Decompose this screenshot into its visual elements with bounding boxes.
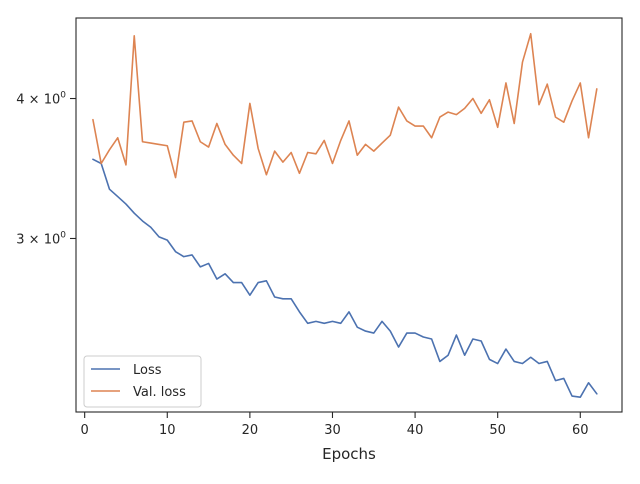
series-line-loss bbox=[92, 158, 598, 398]
plot-area bbox=[92, 32, 598, 398]
legend-label: Val. loss bbox=[133, 385, 186, 400]
x-tick-label: 0 bbox=[81, 423, 89, 438]
x-axis: 0 10 20 30 40 50 60 bbox=[81, 412, 589, 438]
x-tick-label: 50 bbox=[489, 423, 506, 438]
series-line-val-loss bbox=[92, 32, 598, 179]
y-axis: 3 × 100 4 × 100 bbox=[16, 91, 76, 247]
y-tick-label: 3 × 100 bbox=[16, 230, 66, 247]
x-tick-label: 30 bbox=[324, 423, 341, 438]
x-tick-label: 40 bbox=[407, 423, 424, 438]
axes-frame bbox=[75, 17, 623, 413]
legend-label: Loss bbox=[133, 363, 162, 378]
x-axis-label: Epochs bbox=[322, 445, 376, 463]
x-tick-label: 20 bbox=[242, 423, 259, 438]
y-tick-label: 4 × 100 bbox=[16, 91, 66, 108]
legend: Loss Val. loss bbox=[83, 355, 202, 408]
x-tick-label: 60 bbox=[572, 423, 589, 438]
x-tick-label: 10 bbox=[159, 423, 176, 438]
